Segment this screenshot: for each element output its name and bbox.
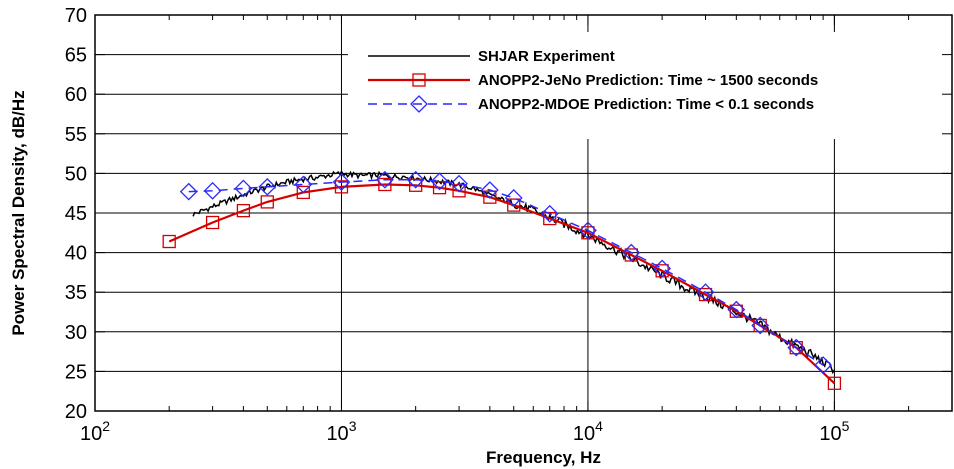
y-tick-label: 25: [65, 361, 87, 383]
legend: SHJAR Experiment ANOPP2-JeNo Prediction: …: [368, 48, 818, 113]
data-point: [480, 181, 499, 199]
y-tick-label: 45: [65, 203, 87, 225]
legend-entry-2: ANOPP2-JeNo Prediction: Time ~ 1500 seco…: [368, 72, 818, 89]
data-point: [236, 203, 251, 218]
data-point: [696, 283, 715, 302]
data-point: [452, 184, 466, 198]
y-tick-label: 70: [65, 5, 87, 27]
legend-marker: [410, 95, 428, 113]
data-point: [789, 340, 803, 355]
legend-marker: [412, 73, 426, 87]
data-point: [375, 170, 394, 189]
x-tick-label: 104: [573, 418, 603, 445]
data-point: [504, 189, 523, 207]
data-point: [296, 185, 310, 200]
legend-label: SHJAR Experiment: [478, 48, 615, 65]
x-axis-title: Frequency, Hz: [486, 448, 601, 467]
data-point: [751, 316, 770, 335]
y-axis-title: Power Spectral Density, dB/Hz: [9, 90, 28, 335]
data-point: [540, 204, 559, 223]
series-line: [188, 178, 824, 366]
data-point: [258, 177, 277, 196]
legend-entry-3: ANOPP2-MDOE Prediction: Time < 0.1 secon…: [368, 95, 814, 113]
data-point: [334, 180, 349, 194]
y-tick-label: 35: [65, 282, 87, 304]
x-tick-label: 105: [819, 418, 849, 445]
data-point: [406, 170, 425, 189]
data-point: [179, 182, 198, 201]
axis-ticks: 20 25 30 35 40 45 50 55 60 65 70 102 103 104 105: [65, 5, 952, 445]
data-point: [332, 173, 351, 192]
legend-box: [348, 32, 952, 139]
y-tick-label: 30: [65, 322, 87, 344]
data-point: [260, 195, 274, 209]
data-point: [727, 300, 746, 319]
legend-label: ANOPP2-MDOE Prediction: Time < 0.1 secon…: [478, 96, 814, 113]
y-tick-label: 20: [65, 401, 87, 423]
data-point: [814, 356, 833, 374]
legend-label: ANOPP2-JeNo Prediction: Time ~ 1500 seco…: [478, 72, 818, 89]
data-point: [234, 179, 253, 198]
x-tick-label: 102: [80, 418, 110, 445]
series-3: [179, 170, 833, 374]
y-tick-label: 65: [65, 45, 87, 67]
data-point: [579, 221, 597, 240]
data-point: [378, 177, 392, 192]
data-point: [753, 318, 767, 333]
data-point: [507, 198, 521, 212]
y-tick-label: 40: [65, 243, 87, 265]
data-point: [787, 338, 806, 357]
data-point: [543, 211, 557, 226]
data-point: [294, 175, 313, 194]
y-tick-label: 50: [65, 163, 87, 185]
data-point: [430, 172, 449, 191]
y-tick-label: 60: [65, 84, 87, 106]
y-tick-label: 55: [65, 124, 87, 146]
data-point: [162, 234, 176, 249]
series-group: [162, 170, 842, 390]
x-tick-label: 103: [326, 418, 356, 445]
legend-entry-1: SHJAR Experiment: [368, 48, 615, 65]
data-point: [653, 259, 672, 278]
data-point: [483, 190, 497, 204]
data-point: [622, 243, 641, 262]
data-point: [827, 376, 842, 390]
data-point: [203, 181, 222, 200]
data-point: [432, 181, 447, 195]
data-point: [450, 174, 468, 193]
data-point: [205, 215, 220, 230]
